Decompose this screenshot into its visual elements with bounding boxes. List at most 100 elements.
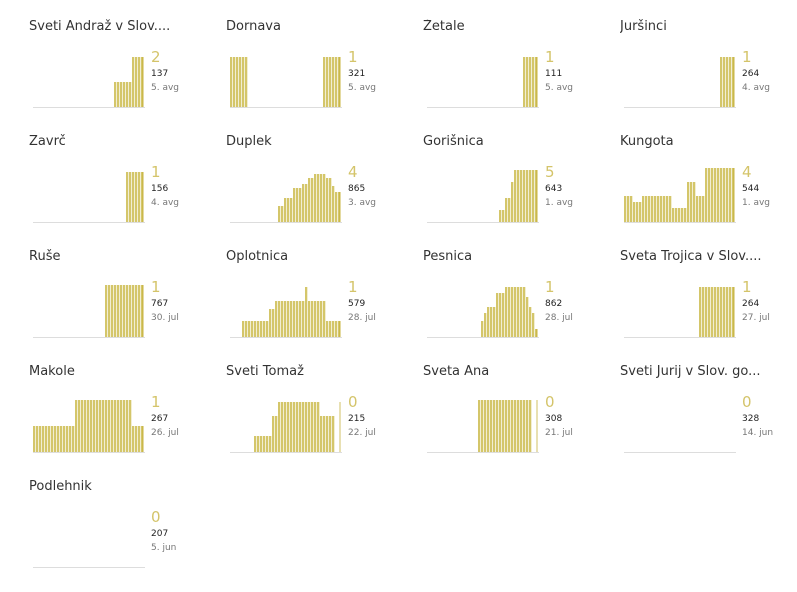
chart-bar — [239, 57, 242, 107]
activity-bar-chart — [33, 567, 145, 568]
chart-bar — [69, 426, 72, 452]
chart-bar — [496, 400, 499, 452]
latest-bar-marker — [536, 400, 538, 452]
chart-bar — [508, 198, 511, 222]
chart-bar — [114, 285, 117, 337]
chart-bar — [508, 400, 511, 452]
municipality-card[interactable]: Sveta Trojica v Slov.... 1 264 27. jul — [620, 247, 797, 362]
chart-bar — [669, 196, 672, 222]
municipality-card[interactable]: Sveti Jurij v Slov. go... 0 328 14. jun — [620, 362, 797, 477]
chart-bar — [323, 301, 326, 337]
chart-bar — [114, 400, 117, 452]
chart-bar — [141, 172, 144, 222]
chart-bar — [320, 174, 323, 222]
activity-bar-chart — [230, 402, 342, 453]
new-cases-number: 1 — [151, 393, 161, 411]
chart-bar — [648, 196, 651, 222]
chart-bar — [36, 426, 39, 452]
latest-bar-marker — [339, 192, 341, 222]
chart-bar — [720, 287, 723, 337]
chart-bar — [123, 285, 126, 337]
chart-bar — [278, 402, 281, 452]
municipality-card[interactable]: Oplotnica 1 579 28. jul — [226, 247, 406, 362]
municipality-card[interactable]: Sveti Tomaž 0 215 22. jul — [226, 362, 406, 477]
latest-bar-marker — [339, 321, 341, 337]
new-cases-number: 1 — [742, 48, 752, 66]
chart-bar — [305, 402, 308, 452]
chart-bar — [42, 426, 45, 452]
new-cases-number: 1 — [348, 48, 358, 66]
municipality-card[interactable]: Duplek 4 865 3. avg — [226, 132, 406, 247]
chart-bar — [141, 426, 144, 452]
chart-bar — [66, 426, 69, 452]
chart-bar — [248, 321, 251, 337]
chart-bar — [242, 321, 245, 337]
new-cases-number: 1 — [545, 48, 555, 66]
chart-bar — [311, 301, 314, 337]
chart-bar — [135, 57, 138, 107]
chart-bar — [257, 321, 260, 337]
chart-bar — [129, 82, 132, 107]
chart-bar — [272, 309, 275, 337]
chart-bar — [720, 168, 723, 222]
municipality-card[interactable]: Podlehnik 0 207 5. jun — [29, 477, 209, 592]
municipality-card[interactable]: Juršinci 1 264 4. avg — [620, 17, 797, 132]
activity-bar-chart — [33, 285, 145, 338]
chart-bar — [705, 287, 708, 337]
chart-bar — [702, 196, 705, 222]
chart-bar — [517, 400, 520, 452]
chart-bar — [126, 400, 129, 452]
chart-bar — [717, 168, 720, 222]
last-date: 1. avg — [742, 198, 771, 208]
chart-bar — [636, 202, 639, 222]
total-count: 156 — [151, 184, 169, 194]
chart-bar — [732, 287, 735, 337]
chart-bar — [269, 309, 272, 337]
chart-bar — [329, 178, 332, 222]
municipality-card[interactable]: Kungota 4 544 1. avg — [620, 132, 797, 247]
last-date: 4. avg — [742, 83, 771, 93]
chart-bar — [642, 196, 645, 222]
activity-bar-chart — [427, 170, 539, 223]
latest-bar-marker — [142, 426, 144, 452]
chart-bar — [699, 196, 702, 222]
chart-bar — [108, 285, 111, 337]
chart-bar — [490, 307, 493, 337]
municipality-card[interactable]: Žetale 1 111 5. avg — [423, 17, 603, 132]
municipality-card[interactable]: Sveta Ana 0 308 21. jul — [423, 362, 603, 477]
municipality-card[interactable]: Makole 1 267 26. jul — [29, 362, 209, 477]
chart-bar — [529, 307, 532, 337]
total-count: 767 — [151, 299, 169, 309]
chart-bar — [502, 293, 505, 337]
municipality-card[interactable]: Sveti Andraž v Slov.... 2 137 5. avg — [29, 17, 209, 132]
municipality-card[interactable]: Gorišnica 5 643 1. avg — [423, 132, 603, 247]
chart-bar — [51, 426, 54, 452]
municipality-card[interactable]: Dornava 1 321 5. avg — [226, 17, 406, 132]
chart-bar — [335, 192, 338, 222]
chart-bar — [302, 184, 305, 222]
chart-bar — [717, 287, 720, 337]
chart-bar — [308, 402, 311, 452]
chart-bar — [305, 184, 308, 222]
municipality-card[interactable]: Pesnica 1 862 28. jul — [423, 247, 603, 362]
chart-bar — [624, 196, 627, 222]
chart-bar — [138, 426, 141, 452]
chart-bar — [132, 426, 135, 452]
chart-bar — [514, 400, 517, 452]
chart-bar — [499, 210, 502, 222]
chart-bar — [129, 285, 132, 337]
chart-bar — [266, 436, 269, 452]
municipality-card[interactable]: Ruše 1 767 30. jul — [29, 247, 209, 362]
chart-bar — [729, 57, 732, 107]
chart-bar — [129, 172, 132, 222]
chart-bar — [535, 329, 538, 337]
chart-bar — [481, 321, 484, 337]
municipality-card[interactable]: Zavrč 1 156 4. avg — [29, 132, 209, 247]
chart-bar — [651, 196, 654, 222]
chart-bar — [126, 285, 129, 337]
chart-bar — [123, 400, 126, 452]
new-cases-number: 5 — [545, 163, 555, 181]
chart-bar — [314, 402, 317, 452]
new-cases-number: 1 — [151, 163, 161, 181]
chart-bar — [117, 400, 120, 452]
